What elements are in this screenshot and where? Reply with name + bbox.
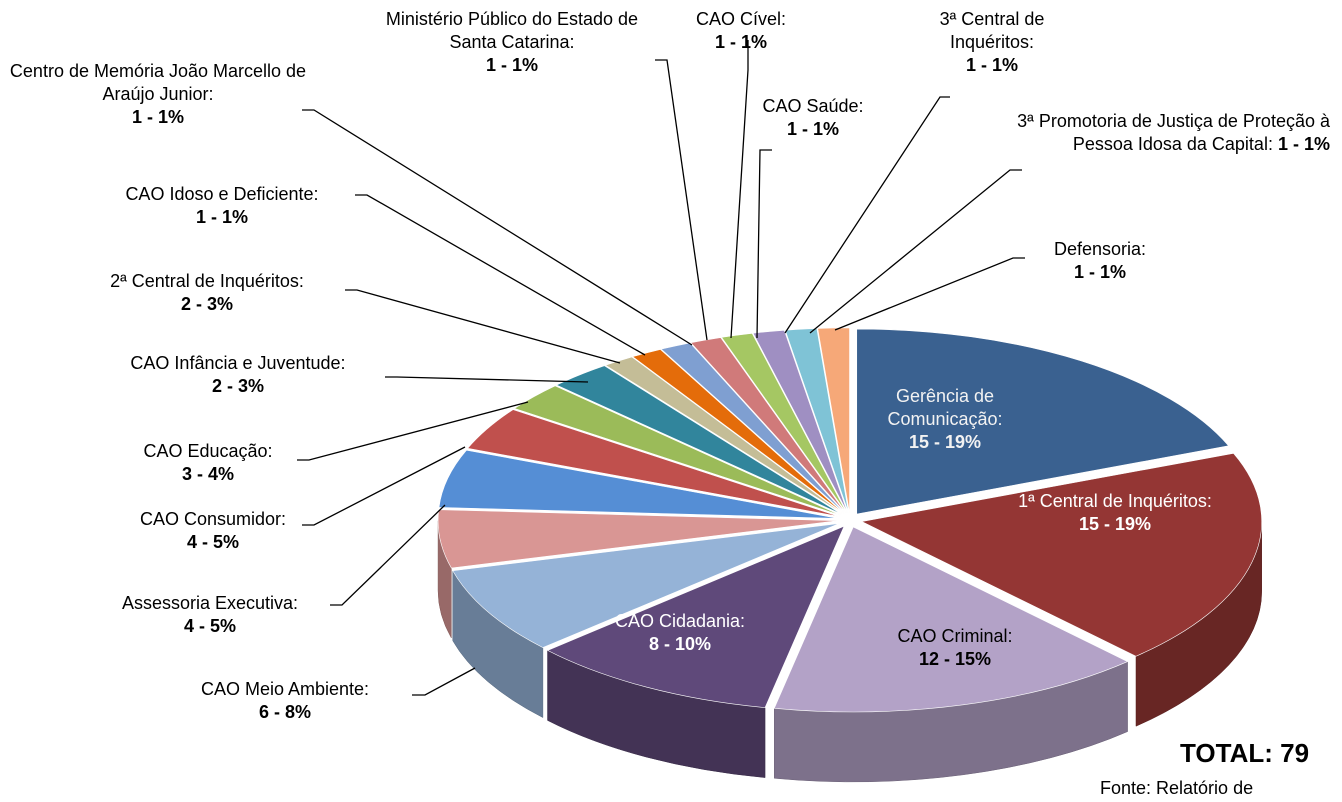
slice (660, 342, 846, 514)
slice-label: CAO Criminal: 12 - 15% (865, 625, 1045, 671)
source: Fonte: Relatório de (1100, 778, 1254, 798)
value-label: 4 - 5% (186, 532, 240, 552)
value-label: 1 - 1% (714, 32, 768, 52)
slice-label: CAO Consumidor: 4 - 5% (113, 508, 313, 554)
leader-line (385, 376, 589, 383)
leader-line (756, 149, 772, 339)
leader-line (302, 446, 466, 526)
slice (604, 356, 844, 515)
slice-label: CAO Educação: 3 - 4% (108, 440, 308, 486)
category-label: Centro de Memória João Marcello de Araúj… (9, 61, 307, 104)
slice (437, 509, 839, 569)
slice-label: Defensoria: 1 - 1% (1000, 238, 1200, 284)
category-label: 3ª Promotoria de Justiça de Proteção à P… (1017, 111, 1330, 154)
value-label: 1 - 1% (786, 119, 840, 139)
value-label: 15 - 19% (908, 432, 982, 452)
value-label: 3 - 4% (181, 464, 235, 484)
slice (546, 525, 845, 708)
leader-line (655, 59, 708, 341)
category-label: CAO Idoso e Deficiente: (125, 184, 319, 204)
slice (817, 327, 850, 513)
slice (773, 526, 1129, 713)
category-label: CAO Cível: (695, 9, 787, 29)
category-label: CAO Criminal: (897, 626, 1013, 646)
leader-line (784, 96, 950, 334)
slice-label: Gerência de Comunicação: 15 - 19% (865, 385, 1025, 454)
slice-label: CAO Idoso e Deficiente: 1 - 1% (72, 183, 372, 229)
slice-label: 3ª Central de Inquéritos: 1 - 1% (902, 8, 1082, 77)
slice-label: Assessoria Executiva: 4 - 5% (90, 592, 330, 638)
value-label: 1 - 1% (195, 207, 249, 227)
category-label: CAO Meio Ambiente: (200, 679, 370, 699)
value-label: 1 - 1% (965, 55, 1019, 75)
leader-line (345, 289, 621, 364)
slice (856, 328, 1230, 515)
leader-line (834, 257, 1025, 331)
value-label: 6 - 8% (258, 702, 312, 722)
leader-line (355, 194, 646, 356)
leader-line (302, 109, 693, 346)
slice-label: CAO Meio Ambiente: 6 - 8% (180, 678, 390, 724)
value-label: 2 - 3% (211, 376, 265, 396)
slice (555, 365, 843, 515)
value-label: 1 - 1% (131, 107, 185, 127)
slice (784, 328, 849, 513)
slice-label: 1ª Central de Inquéritos: 15 - 19% (1015, 490, 1215, 536)
value-label: 12 - 15% (918, 649, 992, 669)
value-label: 15 - 19% (1078, 514, 1152, 534)
slice (632, 349, 845, 514)
slice-label: CAO Infância e Juventude: 2 - 3% (88, 352, 388, 398)
leader-line (809, 169, 1022, 334)
category-label: Assessoria Executiva: (121, 593, 299, 613)
category-label: CAO Cidadania: (614, 611, 746, 631)
slice-label: CAO Cível: 1 - 1% (676, 8, 806, 54)
slice (752, 329, 848, 514)
category-label: Defensoria: (1053, 239, 1147, 259)
slice-label: Centro de Memória João Marcello de Araúj… (8, 60, 308, 129)
value-label: 4 - 5% (183, 616, 237, 636)
value-label: 2 - 3% (180, 294, 234, 314)
value-label: 1 - 1% (1277, 134, 1330, 154)
slice (690, 337, 847, 514)
category-label: CAO Consumidor: (139, 509, 287, 529)
category-label: CAO Infância e Juventude: (130, 353, 346, 373)
leader-line (412, 667, 476, 696)
slice (513, 385, 841, 516)
leader-line (730, 40, 749, 339)
slice (860, 452, 1263, 657)
category-label: CAO Saúde: (762, 96, 864, 116)
slice (467, 409, 840, 517)
slice-label: CAO Saúde: 1 - 1% (733, 95, 893, 141)
category-label: Gerência de Comunicação: (887, 386, 1003, 429)
leader-line (330, 504, 446, 606)
category-label: Ministério Público do Estado de Santa Ca… (385, 9, 639, 52)
value-label: 8 - 10% (648, 634, 712, 654)
value-label: 1 - 1% (1073, 262, 1127, 282)
leader-line (297, 401, 529, 461)
slice-label: 3ª Promotoria de Justiça de Proteção à P… (1010, 110, 1330, 156)
slice (452, 523, 840, 648)
slice (721, 332, 847, 514)
category-label: 1ª Central de Inquéritos: (1018, 491, 1212, 511)
category-label: CAO Educação: (143, 441, 273, 461)
slice-label: Ministério Público do Estado de Santa Ca… (362, 8, 662, 77)
slice-label: 2ª Central de Inquéritos: 2 - 3% (67, 270, 347, 316)
value-label: 1 - 1% (485, 55, 539, 75)
slice (438, 449, 839, 519)
category-label: 2ª Central de Inquéritos: (110, 271, 304, 291)
total: TOTAL: 79 (1180, 738, 1310, 768)
slice-label: CAO Cidadania: 8 - 10% (590, 610, 770, 656)
category-label: 3ª Central de Inquéritos: (939, 9, 1045, 52)
